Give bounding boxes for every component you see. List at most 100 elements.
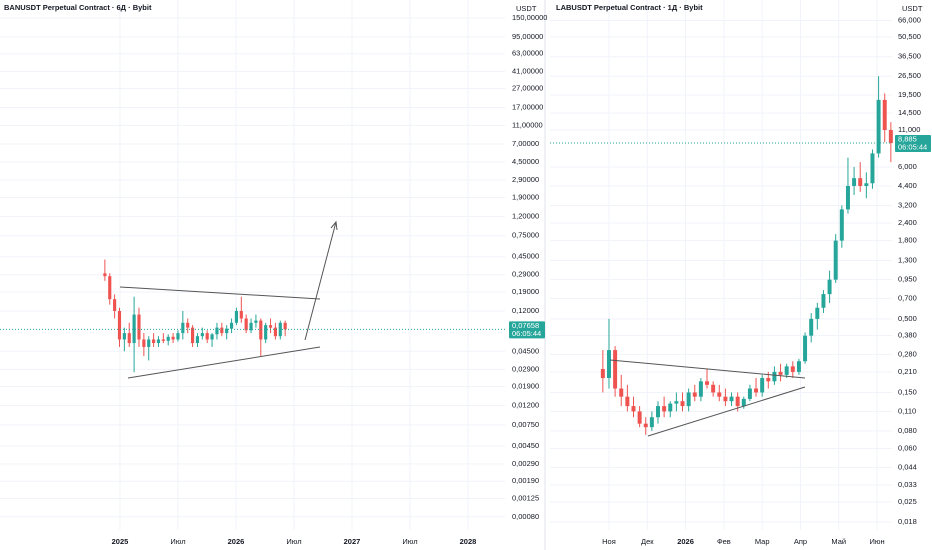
price-label: 0,07658 [512, 321, 539, 330]
candle-body [273, 327, 277, 337]
candle-body [662, 406, 667, 412]
y-tick-label: 7,00000 [512, 139, 539, 148]
candle-body [803, 335, 808, 362]
candle-body [225, 328, 229, 334]
x-tick-label: 2027 [344, 537, 361, 546]
y-tick-label: 0,380 [898, 331, 917, 340]
x-tick-label: Июл [170, 537, 185, 546]
candle-body [210, 334, 214, 340]
candle-body [778, 371, 783, 375]
candle-body [268, 325, 273, 328]
candle-body [113, 299, 117, 311]
y-tick-label: 50,500 [898, 32, 921, 41]
y-tick-label: 0,080 [898, 426, 917, 435]
y-tick-label: 2,400 [898, 218, 917, 227]
candle-body [741, 398, 746, 407]
y-tick-label: 150,00000 [512, 13, 547, 22]
candle-body [649, 417, 654, 428]
candle-body [674, 401, 679, 404]
candle-body [668, 403, 673, 412]
candle-body [108, 276, 112, 300]
candle-body [790, 366, 795, 372]
candle-body [723, 396, 728, 402]
y-tick-label: 0,210 [898, 367, 917, 376]
y-tick-label: 0,00080 [512, 512, 539, 521]
y-tick-label: 0,025 [898, 497, 917, 506]
candle-body [760, 378, 765, 393]
candle-body [821, 294, 826, 308]
candle-body [132, 314, 136, 344]
candle-body [200, 333, 204, 337]
candle-body [815, 307, 820, 319]
drawings [119, 220, 806, 437]
candle-body [888, 129, 893, 144]
candle-body [729, 396, 734, 402]
candle-body [876, 99, 881, 154]
y-tick-label: 0,19000 [512, 287, 539, 296]
y-tick-label: 0,018 [898, 517, 917, 526]
candle-body [181, 322, 185, 334]
y-tick-label: 0,00125 [512, 493, 539, 502]
candle-body [772, 371, 777, 382]
candle-body [833, 240, 838, 280]
candle-body [692, 392, 697, 397]
y-tick-label: 1,800 [898, 236, 917, 245]
price-label-box [895, 135, 931, 153]
candle-body [643, 423, 648, 428]
candle-body [711, 384, 716, 393]
arrow-head [330, 220, 338, 231]
candle-body [171, 336, 175, 340]
x-tick-label: Май [831, 537, 846, 546]
x-tick-label: Апр [794, 537, 807, 546]
candle-body [680, 401, 685, 407]
candle-body [127, 333, 131, 344]
candle-body [205, 333, 209, 340]
y-tick-label: 0,00450 [512, 441, 539, 450]
candle-body [882, 99, 887, 130]
candle-body [754, 388, 759, 393]
candle-body [117, 310, 122, 340]
x-tick-label: 2026 [228, 537, 245, 546]
x-tick-label: Июн [869, 537, 884, 546]
trendline [119, 286, 321, 300]
candle-body [698, 381, 703, 397]
x-tick-label: Июл [402, 537, 417, 546]
y-axis-label: USDT [902, 4, 923, 13]
y-tick-label: 27,00000 [512, 84, 543, 93]
candle-body [161, 339, 165, 341]
candle-body [631, 406, 636, 412]
candle-body [137, 314, 141, 340]
candle-body [784, 366, 789, 375]
candle-body [278, 322, 282, 337]
candle-body [656, 406, 660, 418]
candle-body [686, 392, 691, 407]
countdown: 06:05:44 [512, 329, 541, 338]
y-tick-label: 2,90000 [512, 175, 539, 184]
candle-body [229, 322, 234, 329]
price-label: 8,885 [898, 135, 917, 144]
chart-title: BANUSDT Perpetual Contract · 6Д · Bybit [4, 3, 152, 12]
countdown: 06:05:44 [898, 143, 927, 152]
candle-body [717, 392, 722, 397]
y-tick-label: 0,00190 [512, 476, 539, 485]
x-tick-label: Дек [641, 537, 654, 546]
x-tick-label: Июл [286, 537, 301, 546]
candle-body [839, 209, 844, 241]
x-tick-label: 2026 [677, 537, 694, 546]
y-tick-label: 17,00000 [512, 103, 543, 112]
y-tick-label: 0,01200 [512, 401, 539, 410]
candle-body [244, 318, 248, 331]
y-tick-label: 0,00750 [512, 420, 539, 429]
candle-body [606, 350, 611, 379]
candle-body [249, 322, 253, 331]
arrow [304, 221, 337, 341]
y-axis-label: USDT [516, 4, 537, 13]
y-tick-label: 0,75000 [512, 231, 539, 240]
y-tick-label: 0,700 [898, 293, 917, 302]
y-tick-label: 0,150 [898, 387, 917, 396]
candle-body [259, 320, 263, 340]
candle-body [766, 378, 771, 382]
y-tick-label: 0,950 [898, 275, 917, 284]
y-tick-label: 0,500 [898, 314, 917, 323]
